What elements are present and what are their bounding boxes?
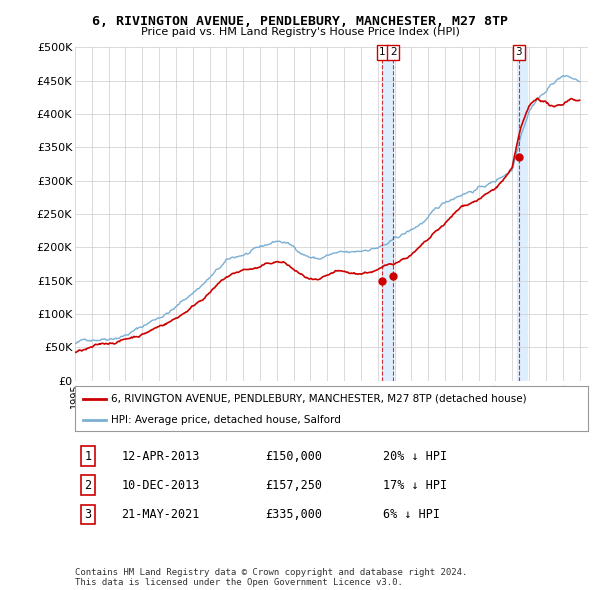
Text: 10-DEC-2013: 10-DEC-2013 <box>121 478 200 492</box>
Text: 12-APR-2013: 12-APR-2013 <box>121 450 200 463</box>
Text: 2: 2 <box>84 478 91 492</box>
Text: 3: 3 <box>515 47 522 57</box>
Text: 3: 3 <box>84 508 91 521</box>
Text: £150,000: £150,000 <box>265 450 322 463</box>
Text: 6, RIVINGTON AVENUE, PENDLEBURY, MANCHESTER, M27 8TP (detached house): 6, RIVINGTON AVENUE, PENDLEBURY, MANCHES… <box>111 394 527 404</box>
Text: 1: 1 <box>379 47 386 57</box>
Text: 2: 2 <box>390 47 397 57</box>
Bar <box>517 47 527 381</box>
Text: HPI: Average price, detached house, Salford: HPI: Average price, detached house, Salf… <box>111 415 341 425</box>
Text: Contains HM Land Registry data © Crown copyright and database right 2024.
This d: Contains HM Land Registry data © Crown c… <box>75 568 467 587</box>
Text: 17% ↓ HPI: 17% ↓ HPI <box>383 478 447 492</box>
Text: 21-MAY-2021: 21-MAY-2021 <box>121 508 200 521</box>
Text: 6% ↓ HPI: 6% ↓ HPI <box>383 508 440 521</box>
Text: 1: 1 <box>84 450 91 463</box>
Text: £335,000: £335,000 <box>265 508 322 521</box>
Text: Price paid vs. HM Land Registry's House Price Index (HPI): Price paid vs. HM Land Registry's House … <box>140 27 460 37</box>
Text: £157,250: £157,250 <box>265 478 322 492</box>
Text: 6, RIVINGTON AVENUE, PENDLEBURY, MANCHESTER, M27 8TP: 6, RIVINGTON AVENUE, PENDLEBURY, MANCHES… <box>92 15 508 28</box>
Text: 20% ↓ HPI: 20% ↓ HPI <box>383 450 447 463</box>
Bar <box>382 47 394 381</box>
